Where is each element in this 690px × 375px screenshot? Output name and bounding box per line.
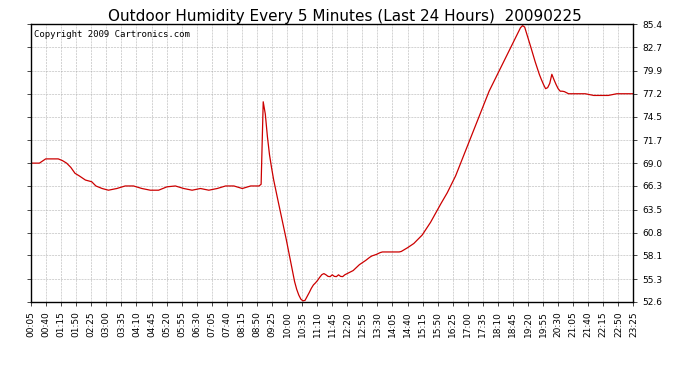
Text: Copyright 2009 Cartronics.com: Copyright 2009 Cartronics.com <box>34 30 190 39</box>
Text: Outdoor Humidity Every 5 Minutes (Last 24 Hours)  20090225: Outdoor Humidity Every 5 Minutes (Last 2… <box>108 9 582 24</box>
